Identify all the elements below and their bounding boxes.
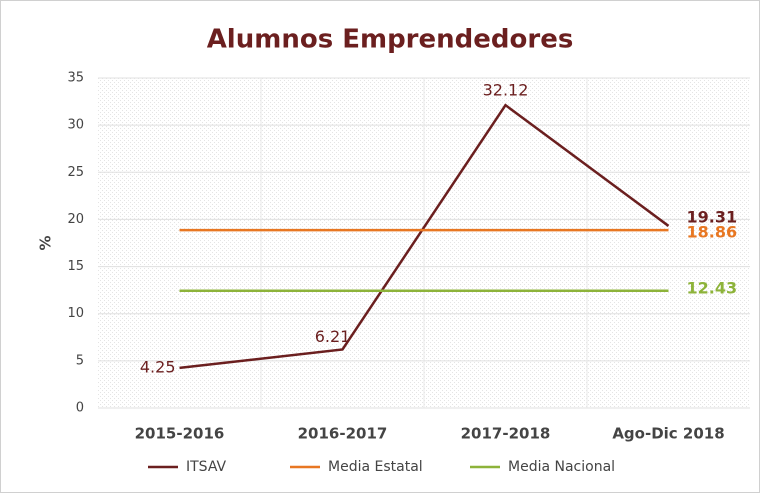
data-label: 6.21 <box>315 327 351 346</box>
data-label: 19.31 <box>687 207 738 226</box>
y-tick-label: 5 <box>76 353 84 368</box>
data-label: 12.43 <box>687 278 738 297</box>
data-label: 4.25 <box>140 357 176 376</box>
x-tick-label: 2015-2016 <box>135 425 225 443</box>
legend-label: ITSAV <box>186 459 227 475</box>
y-tick-label: 10 <box>67 306 84 321</box>
data-label: 32.12 <box>483 81 529 100</box>
y-axis-label: % <box>37 235 55 250</box>
x-tick-label: 2017-2018 <box>461 425 551 443</box>
y-tick-label: 35 <box>67 71 84 86</box>
y-tick-label: 20 <box>67 212 84 227</box>
chart-title: Alumnos Emprendedores <box>207 25 574 55</box>
x-tick-label: 2016-2017 <box>298 425 388 443</box>
y-tick-label: 30 <box>67 118 84 133</box>
x-tick-label: Ago-Dic 2018 <box>612 425 724 443</box>
legend-label: Media Nacional <box>508 459 615 475</box>
y-tick-label: 15 <box>67 259 84 274</box>
series-line <box>179 103 670 370</box>
legend-label: Media Estatal <box>328 459 423 475</box>
data-label: 18.86 <box>687 223 738 242</box>
y-tick-label: 25 <box>67 165 84 180</box>
y-tick-label: 0 <box>76 401 84 416</box>
